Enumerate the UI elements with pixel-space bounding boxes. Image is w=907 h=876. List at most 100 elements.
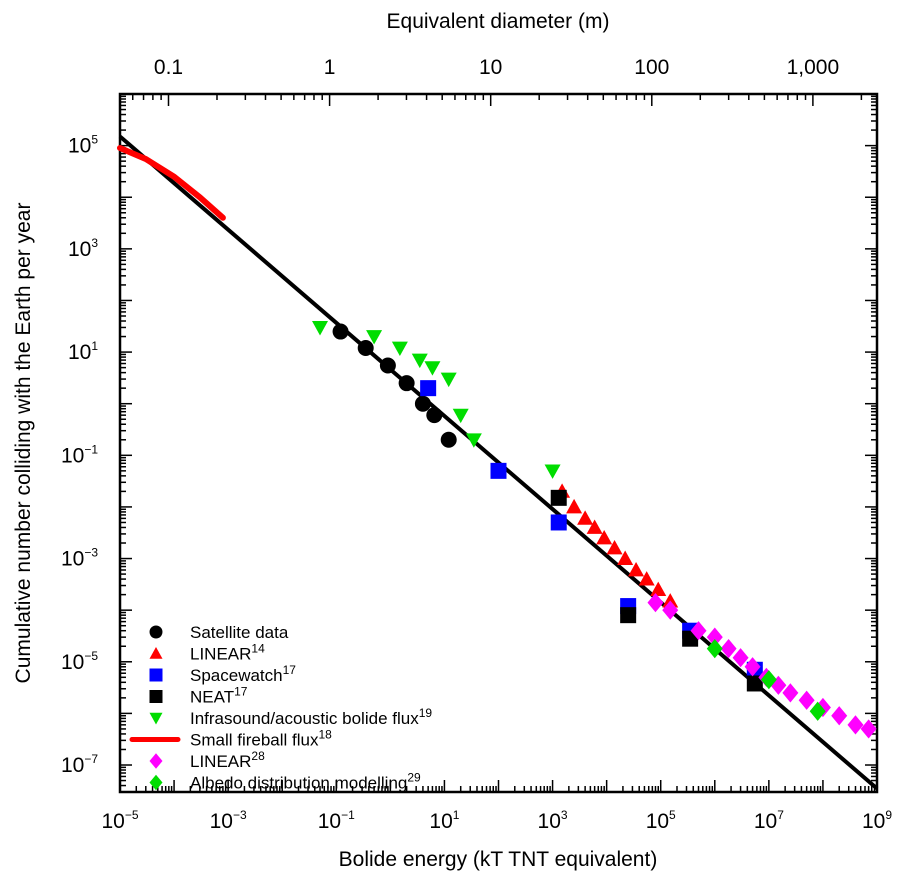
- data-point: [379, 357, 396, 374]
- legend-item-small-fireball-flux-18: Small fireball flux18: [129, 728, 332, 750]
- data-point: [414, 395, 431, 412]
- legend-swatch: [149, 668, 163, 682]
- tick-labels: 10−5 10−3 10−1 101 103 105 107 10910510310110−1…: [61, 56, 892, 833]
- series-infrasound-acoustic-bolide-flux-19: [312, 321, 561, 479]
- x-tick-label: 10−1: [318, 808, 355, 833]
- x-tick-label: 101: [429, 808, 459, 833]
- data-point: [312, 321, 329, 336]
- series-neat-17: [550, 489, 763, 692]
- data-point: [332, 323, 349, 340]
- legend-label: Satellite data: [190, 623, 289, 642]
- data-point: [706, 639, 723, 659]
- data-point: [662, 600, 679, 620]
- data-point: [452, 408, 469, 424]
- x-tick-label: 10−5: [101, 808, 138, 833]
- y-tick-label: 105: [68, 133, 98, 158]
- data-point: [647, 593, 664, 613]
- data-point: [809, 701, 826, 721]
- top-tick-label: 1: [324, 56, 336, 79]
- data-point: [720, 639, 737, 659]
- data-point: [357, 339, 374, 356]
- data-point: [426, 407, 443, 424]
- y-tick-label: 10−7: [61, 752, 98, 777]
- data-point: [440, 431, 457, 448]
- data-point: [860, 719, 877, 739]
- legend-label: LINEAR14: [190, 642, 265, 664]
- legend-item-infrasound-acoustic-bolide-flux-19: Infrasound/acoustic bolide flux19: [149, 706, 432, 728]
- legend-item-linear-28: LINEAR28: [149, 749, 265, 771]
- data-point: [420, 380, 437, 397]
- data-point: [650, 581, 667, 597]
- data-point: [628, 561, 645, 577]
- data-point: [490, 462, 507, 479]
- top-tick-label: 1,000: [787, 56, 840, 79]
- y-axis-title: Cumulative number colliding with the Ear…: [12, 203, 35, 684]
- series-linear-28: [647, 593, 877, 739]
- series-small-fireball-flux-18: [117, 144, 226, 221]
- data-point: [617, 550, 634, 565]
- data-point: [550, 489, 567, 506]
- x-tick-label: 10−3: [210, 808, 247, 833]
- legend-swatch: [149, 690, 163, 703]
- y-tick-label: 101: [68, 339, 98, 364]
- data-point: [566, 498, 583, 514]
- data-point: [662, 593, 679, 608]
- data-point: [550, 514, 567, 531]
- data-point: [424, 361, 441, 376]
- y-tick-label: 103: [68, 236, 98, 261]
- x-tick-label: 105: [646, 808, 676, 833]
- data-point: [577, 510, 594, 525]
- series-linear-14: [554, 483, 679, 608]
- data-point: [391, 341, 408, 356]
- series-albedo-distribution-modelling-29: [706, 639, 826, 721]
- top-tick-label: 10: [479, 56, 502, 79]
- data-point: [744, 657, 761, 677]
- y-tick-label: 10−3: [61, 546, 98, 571]
- legend-label: Spacewatch17: [190, 663, 296, 685]
- data-point: [606, 540, 623, 555]
- data-series: [117, 144, 877, 739]
- data-point: [586, 519, 603, 534]
- top-tick-label: 100: [634, 56, 669, 79]
- data-point: [770, 675, 787, 695]
- data-point: [366, 330, 383, 345]
- top-tick-label: 0.1: [154, 56, 183, 79]
- x-axis-title: Bolide energy (kT TNT equivalent): [339, 848, 658, 871]
- legend-swatch: [149, 753, 163, 769]
- legend-swatch: [149, 625, 163, 639]
- x-tick-label: 109: [862, 808, 892, 833]
- data-point: [544, 464, 561, 479]
- legend-label: Infrasound/acoustic bolide flux19: [190, 706, 432, 728]
- x-tick-label: 103: [538, 808, 568, 833]
- data-point: [782, 683, 799, 703]
- legend-swatch: [149, 712, 163, 725]
- data-point: [398, 375, 415, 392]
- legend-label: NEAT17: [190, 685, 248, 707]
- data-point: [831, 706, 848, 726]
- data-point: [690, 621, 707, 641]
- data-point: [760, 670, 777, 690]
- data-point: [596, 530, 613, 545]
- legend-swatch: [149, 647, 163, 659]
- data-point: [465, 433, 482, 448]
- data-point: [732, 648, 749, 668]
- data-point: [706, 627, 723, 647]
- legend: Satellite dataLINEAR14Spacewatch17NEAT17…: [129, 623, 432, 793]
- axis-ticks: [119, 93, 878, 793]
- legend-item-spacewatch-17: Spacewatch17: [149, 663, 296, 685]
- data-point: [746, 675, 763, 692]
- legend-item-linear-14: LINEAR14: [149, 642, 265, 664]
- series-line: [117, 144, 226, 221]
- legend-item-albedo-distribution-modelling-29: Albedo distribution modelling29: [149, 771, 421, 793]
- data-point: [440, 372, 457, 388]
- legend-item-satellite-data: Satellite data: [149, 623, 289, 642]
- data-point: [620, 607, 637, 624]
- legend-label: Small fireball flux18: [190, 728, 332, 750]
- y-tick-label: 10−5: [61, 649, 98, 674]
- data-point: [638, 571, 655, 586]
- legend-label: Albedo distribution modelling29: [190, 771, 421, 793]
- legend-item-neat-17: NEAT17: [149, 685, 248, 707]
- data-point: [411, 353, 428, 369]
- legend-label: LINEAR28: [190, 749, 265, 771]
